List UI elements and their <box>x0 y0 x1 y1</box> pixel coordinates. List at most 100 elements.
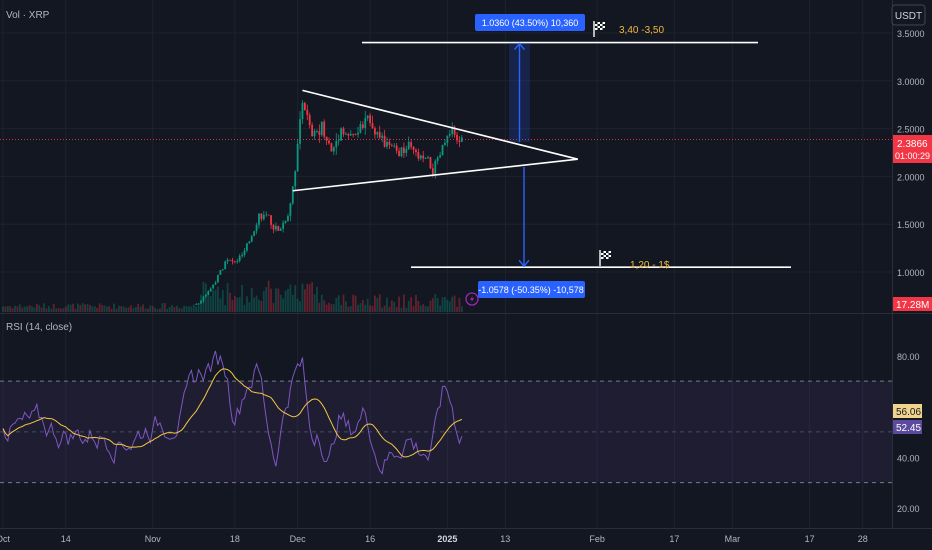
volume-bar <box>118 305 120 312</box>
candle-body <box>303 102 306 110</box>
candle-body <box>258 213 260 225</box>
rsi-current-value: 52.45 <box>896 423 921 434</box>
volume-bar <box>180 308 183 312</box>
candle-body <box>378 132 381 138</box>
drawings[interactable] <box>0 41 892 269</box>
grid <box>0 0 892 528</box>
triangle-lower-line[interactable] <box>292 158 578 192</box>
volume-bar <box>142 304 144 312</box>
volume-label[interactable]: Vol · XRP <box>6 10 50 21</box>
volume-bar <box>306 283 309 312</box>
currency-button[interactable]: USDT <box>891 4 926 26</box>
candle-body <box>236 260 239 262</box>
target-high-text[interactable]: 3,40 -3,50 <box>619 25 664 36</box>
price-tick-label: 2.5000 <box>897 125 925 135</box>
volume-bar <box>159 308 161 312</box>
volume-bar <box>345 301 347 312</box>
volume-bar <box>255 295 258 312</box>
volume-bar <box>163 303 166 312</box>
volume-bar <box>84 304 87 312</box>
volume-bar <box>151 306 154 312</box>
candle-body <box>294 171 297 187</box>
volume-bar <box>108 306 111 312</box>
volume-bar <box>74 308 77 312</box>
candle-body <box>458 140 461 142</box>
candle-body <box>352 133 355 135</box>
volume-bar <box>378 294 381 312</box>
volume-bar <box>14 305 16 312</box>
volume-bar <box>226 283 229 312</box>
volume-bar <box>161 303 164 312</box>
volume-bar <box>76 303 79 312</box>
volume-bar <box>337 295 340 312</box>
candle-body <box>369 115 371 124</box>
candle-body <box>345 133 347 135</box>
time-axis[interactable]: Oct 14 Nov 18 Dec 16 2025 13 Feb 17 Mar 17 28 <box>0 534 868 544</box>
volume-bar <box>103 305 106 312</box>
volume-bar <box>402 294 405 312</box>
volume-bar <box>217 286 219 312</box>
time-tick-label: 2025 <box>437 534 457 544</box>
volume-bar <box>451 296 454 312</box>
volume-bar <box>248 302 251 312</box>
volume-bar <box>272 302 275 312</box>
volume-bar <box>354 295 357 312</box>
candle-body <box>306 109 309 116</box>
candle-body <box>388 141 391 145</box>
candle-body <box>441 145 444 156</box>
lightning-icon[interactable] <box>465 292 479 306</box>
up-measure-label[interactable]: 1.0360 (43.50%) 10,360 <box>475 14 585 31</box>
volume-bar <box>287 288 289 312</box>
volume-bar <box>64 306 67 312</box>
volume-bar <box>171 304 173 312</box>
price-tick-label: 1.0000 <box>897 268 925 278</box>
volume-bar <box>188 306 190 312</box>
volume-bar <box>393 302 396 312</box>
volume-bar <box>139 306 142 312</box>
candle-body <box>400 147 403 157</box>
volume-bar <box>415 294 417 312</box>
volume-bar <box>67 304 70 312</box>
candle-body <box>255 224 258 232</box>
volume-bar <box>366 298 369 312</box>
volume-bar <box>110 308 113 312</box>
target-low-text[interactable]: 1,20 - 1$ <box>630 260 670 271</box>
volume-bar <box>50 308 53 312</box>
down-arrow-head <box>518 259 530 268</box>
volume-bar <box>79 305 82 312</box>
volume-bar <box>144 308 147 312</box>
down-measure-label[interactable]: -1.0578 (-50.35%) -10,578 <box>478 281 585 298</box>
time-tick-label: 14 <box>61 534 71 544</box>
rsi-label[interactable]: RSI (14, close) <box>6 322 72 333</box>
volume-bar <box>400 307 403 312</box>
volume-bar <box>105 306 108 312</box>
candle-body <box>274 226 277 230</box>
flag-low-icon[interactable] <box>599 250 611 266</box>
candle-body <box>422 155 425 159</box>
volume-bar <box>43 303 45 312</box>
rsi-line <box>2 350 463 475</box>
volume-bar <box>101 305 103 312</box>
rsi-value-badge: 52.45 <box>893 420 922 434</box>
candle-body <box>383 135 386 147</box>
flag-high-icon[interactable] <box>593 21 605 37</box>
candle-body <box>279 228 282 231</box>
volume-bar <box>209 296 212 312</box>
volume-bar <box>364 304 367 312</box>
volume-bar <box>357 304 359 312</box>
volume-bar <box>328 302 330 312</box>
volume-bar <box>45 308 48 312</box>
volume-bar <box>267 280 270 312</box>
candle-body <box>221 269 224 271</box>
volume-bar <box>175 305 178 312</box>
volume-bar <box>238 297 241 312</box>
candle-body <box>410 141 413 147</box>
candle-body <box>354 133 357 135</box>
volume-bar <box>376 297 379 312</box>
candle-body <box>313 131 316 137</box>
triangle-upper-line[interactable] <box>302 89 578 160</box>
volume-bar <box>431 298 434 312</box>
price-axis[interactable]: 3.5000 3.0000 2.5000 2.0000 1.5000 1.0000 <box>897 29 925 278</box>
candle-body <box>407 141 410 150</box>
